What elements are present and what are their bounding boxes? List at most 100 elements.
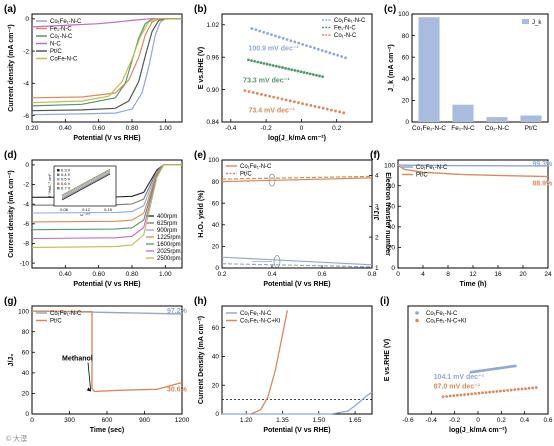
x-tick-label: 0 [300,125,304,132]
legend-label: 1225rpm [157,235,181,241]
x-tick-label: 0.60 [92,125,105,132]
data-point [259,61,263,65]
x-tick-label: 0.2 [497,417,506,424]
data-point [506,388,510,392]
legend-label: 400rpm [157,214,177,220]
x-tick-label: 0.8 [367,271,376,278]
x-tick-label: 0.40 [59,125,72,132]
annotation-label: 87.0 mV dec⁻¹ [434,383,481,390]
panel-letter: (a) [4,4,16,15]
data-point [336,53,340,57]
y-tick-label: 0 [25,162,29,169]
y-tick-label: 0 [405,119,409,126]
inset-x-tick-label: 0.12 [82,207,91,212]
data-point [250,27,254,30]
data-point [255,92,259,95]
legend-label: 2025rpm [157,249,181,255]
data-point [254,28,258,32]
legend-label: Pt/C [240,172,252,178]
data-point [293,68,297,72]
x-tick-label: 0.4 [520,417,529,424]
x-tick-label: -0.2 [449,417,461,424]
data-point [276,96,280,100]
y-tick-label: 0 [25,16,29,23]
legend-label: 2500rpm [157,256,181,262]
data-point [315,73,318,77]
x-tick-label: 600 [102,417,113,424]
x-tick-label: 0.4 [267,271,276,278]
inset-fit-line [61,172,111,200]
data-point [459,393,463,397]
x-axis-label: log(J_k/mA cm⁻²) [449,427,507,434]
data-point [470,392,474,396]
data-point [324,50,328,54]
data-point [268,63,272,67]
x-tick-label: 20 [519,271,527,278]
data-point [448,394,452,398]
x-tick-label: -0.6 [402,417,414,424]
data-point [313,104,317,108]
y-tick-label: -10 [20,260,30,267]
data-point [301,42,305,46]
data-point [305,44,308,47]
legend-swatch [522,19,529,24]
plot-frame [221,13,373,123]
x-tick-label: 1200 [175,417,190,424]
legend-label: Co₁Fe₁-N-C+KI [240,319,281,325]
y-tick-label: 0.96 [206,54,219,61]
data-point [325,107,329,111]
x-tick-label: 0.60 [92,271,105,278]
series-line [397,164,549,178]
series-line [31,164,182,248]
data-point [309,104,313,107]
inset-fit-line [61,173,111,201]
legend-label: Co₁Fe₁-N-C [50,19,82,25]
legend-label: Fe₁-N-C [50,27,72,33]
data-point [273,34,277,38]
x-tick-label: 24 [544,271,552,278]
data-point [316,47,320,51]
data-point [334,109,337,113]
data-point [520,387,524,391]
data-point [318,74,321,78]
x-tick-label: 0.40 [59,271,72,278]
legend-label: Pt/C [50,319,62,325]
x-tick-label: 1.00 [159,125,172,132]
data-point [308,72,312,76]
data-point [264,93,267,97]
data-point [301,102,304,105]
data-point [292,100,296,104]
panel-i: (i) -0.6 -0.4 -0.2 0 0.2 0.4 0.6 log(J_k/mA cm⁻²… [380,296,553,434]
panel-letter: (i) [380,296,389,307]
y-axis-label: E vs.RHE (V) [198,47,205,89]
bar [520,115,542,122]
inset-legend-label: 0.7 V [61,186,71,191]
data-point [296,69,300,73]
data-point [243,89,247,93]
data-point [262,61,266,65]
series-line [250,310,288,415]
bar [418,17,440,123]
y-tick-label: -2 [23,48,29,55]
panel-letter: (c) [384,4,396,15]
x-tick-label: 0 [476,417,480,424]
y-tick-label: 100 [398,11,409,18]
inset-x-tick-label: 0.08 [60,207,69,212]
y-axis-label: E vs.RHE (V) [384,339,391,381]
data-point [332,52,336,56]
inset-legend-label: 0.5 V [61,177,71,182]
data-point [317,105,321,109]
legend-label: Fe₁-N-C [334,26,356,32]
legend-label: N-C [50,42,61,48]
methanol-arrowhead [86,387,91,392]
inset-legend-swatch [57,169,60,172]
y-tick-label: 0 [25,411,29,418]
data-point [342,111,346,115]
legend-label: Co₁Fe₁-N-C [426,311,458,317]
data-point [312,46,316,50]
legend-label: Co₁Fe₁-N-C [416,165,448,171]
data-point [277,65,281,69]
data-point [260,92,263,96]
series-line [31,18,182,112]
x-tick-label: 8 [446,271,450,278]
